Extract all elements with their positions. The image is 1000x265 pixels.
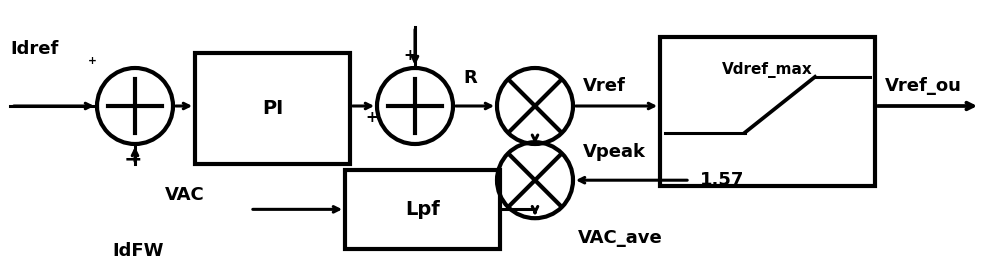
Text: IdFW: IdFW [112,242,164,260]
Text: +: + [404,48,416,63]
Text: Vdref_max: Vdref_max [722,62,813,78]
Text: +: + [366,110,378,125]
Text: $\mathbf{_+}$: $\mathbf{_+}$ [85,51,97,66]
Text: Vref: Vref [583,77,626,95]
Bar [345,170,500,249]
Text: Idref: Idref [10,40,58,58]
Text: 1.57: 1.57 [700,171,744,189]
Text: −: − [124,149,142,169]
Bar [195,53,350,164]
Text: Lpf: Lpf [405,200,440,219]
Text: Vref_ou: Vref_ou [885,77,962,95]
Text: Vpeak: Vpeak [583,143,646,161]
Text: VAC: VAC [165,186,205,204]
Bar [660,37,875,185]
Text: VAC_ave: VAC_ave [578,229,663,247]
Text: PI: PI [262,99,283,118]
Text: R: R [463,69,477,87]
